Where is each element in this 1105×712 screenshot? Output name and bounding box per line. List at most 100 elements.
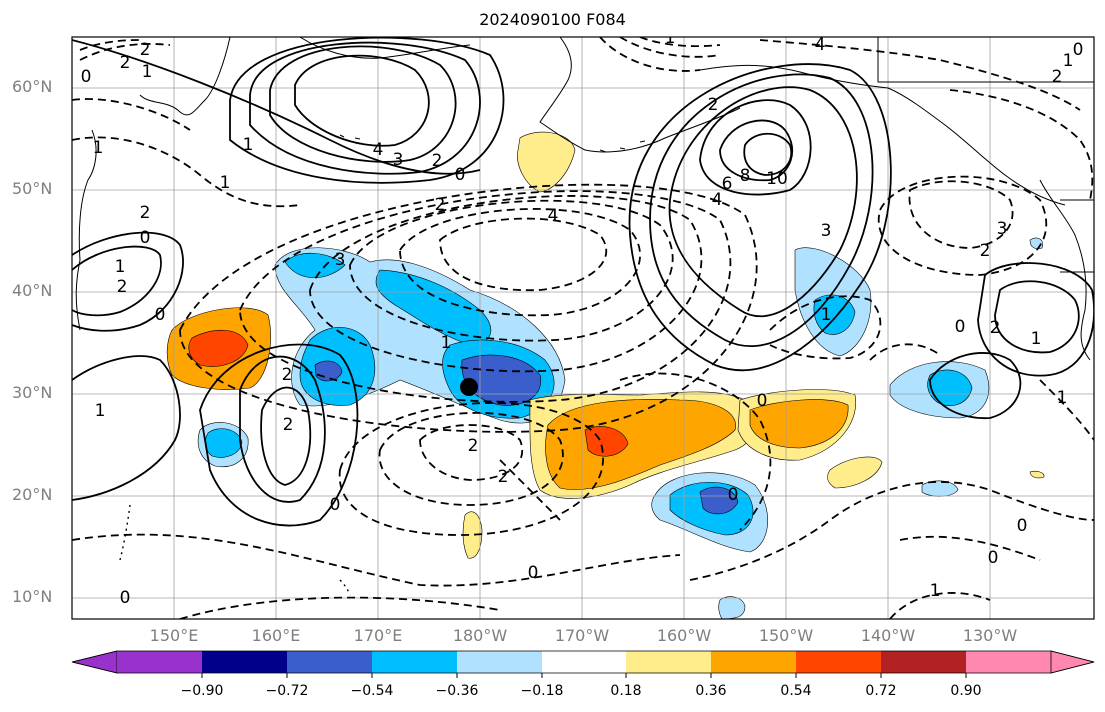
contour-label: 3 (821, 221, 832, 241)
lat-label: 20°N (12, 485, 53, 504)
colorbar-segment (626, 651, 711, 673)
positive-anomaly-region (1029, 470, 1045, 479)
contour-label: 2 (1052, 67, 1063, 87)
colorbar-tick-label: 0.72 (865, 683, 897, 699)
lon-label: 160°E (251, 626, 301, 645)
colorbar-segment (287, 651, 372, 673)
colorbar-segment (202, 651, 287, 673)
coast-east-box (1060, 199, 1094, 273)
positive-anomaly-region (462, 511, 483, 559)
colorbar-segment (966, 651, 1051, 673)
lon-label: 150°E (149, 626, 199, 645)
dotted-contours (119, 504, 351, 596)
negative-anomaly-region (921, 480, 959, 497)
negative-anomaly-region (927, 369, 973, 406)
contour-label: 2 (435, 195, 446, 215)
contour-label: 3 (393, 150, 404, 170)
contour-label: 0 (155, 305, 166, 325)
lat-label: 50°N (12, 179, 53, 198)
colorbar-tick-label: −0.18 (520, 683, 564, 699)
lat-label: 60°N (12, 77, 53, 96)
colorbar-tick-label: 0.90 (950, 683, 982, 699)
contour-label: 2 (468, 436, 479, 456)
contour-label: 4 (548, 206, 559, 226)
contour-label: 1 (821, 305, 832, 325)
kuril-coast (75, 129, 97, 331)
contour-label: 2 (432, 151, 443, 171)
contour-label: 2 (990, 318, 1001, 338)
colorbar-segment (711, 651, 796, 673)
contour-label: 1 (1063, 51, 1074, 71)
contour-label: 8 (740, 166, 751, 186)
colorbar-segment (372, 651, 457, 673)
contour-label: 0 (757, 391, 768, 411)
lon-label: 170°E (353, 626, 403, 645)
lon-label: 150°W (758, 626, 814, 645)
contour-label: 1 (1057, 388, 1068, 408)
contour-label: 0 (1017, 516, 1028, 536)
negative-anomaly-region (1029, 237, 1043, 250)
contour-label: 2 (980, 241, 991, 261)
contour-label: 0 (988, 548, 999, 568)
colorbar-segment (881, 651, 966, 673)
contour-label: 4 (815, 35, 826, 55)
contour-label: 2 (117, 277, 128, 297)
solid-contours (72, 37, 1094, 527)
contour-label: 1 (93, 138, 104, 158)
colorbar-tick-label: −0.54 (350, 683, 394, 699)
contour-label: 0 (330, 495, 341, 515)
colorbar-extend-min (71, 650, 118, 674)
contour-label: 2 (498, 467, 509, 487)
contour-label: 0 (455, 165, 466, 185)
lat-label: 10°N (12, 587, 53, 606)
colorbar-extend-max (1050, 650, 1095, 674)
contour-label: 0 (81, 67, 92, 87)
contour-label: 0 (1073, 40, 1084, 60)
contour-label: 2 (140, 40, 151, 60)
dashed-contours (72, 37, 1094, 619)
contour-label: 3 (997, 219, 1008, 239)
colorbar (71, 650, 1095, 678)
contour-label: 2 (140, 203, 151, 223)
contour-label: 1 (220, 173, 231, 193)
contour-label: 4 (712, 190, 723, 210)
contour-label: 0 (528, 563, 539, 583)
colorbar-segment (796, 651, 881, 673)
contour-label: 0 (955, 317, 966, 337)
map-title: 2024090100 F084 (479, 10, 626, 29)
contour-label: 6 (722, 174, 733, 194)
contour-label: 1 (441, 333, 452, 353)
canada-coast (1039, 179, 1091, 361)
contour-label: 1 (665, 28, 676, 48)
storm-center-marker (460, 378, 478, 396)
contour-label: 2 (283, 415, 294, 435)
negative-anomaly-region (718, 596, 746, 619)
negative-anomaly-region (699, 486, 739, 515)
lat-label: 30°N (12, 383, 53, 402)
colorbar-segment (117, 651, 202, 673)
negative-anomaly-region (284, 252, 346, 278)
contour-label: 2 (708, 95, 719, 115)
lat-label: 40°N (12, 281, 53, 300)
contour-label: 1 (115, 257, 126, 277)
colorbar-tick-label: −0.36 (435, 683, 479, 699)
contour-label: 0 (728, 485, 739, 505)
contour-label: 1 (243, 135, 254, 155)
colorbar-outline (71, 650, 1095, 674)
contour-label: 2 (120, 53, 131, 73)
positive-anomaly-region (188, 329, 249, 367)
positive-anomaly-region (545, 399, 736, 490)
contour-label: 1 (95, 401, 106, 421)
lon-label: 170°W (554, 626, 610, 645)
positive-anomaly-region (517, 131, 576, 193)
colorbar-tick-label: 0.36 (695, 683, 727, 699)
aleutian-islands (339, 134, 646, 153)
lon-label: 130°W (962, 626, 1018, 645)
contour-label: 1 (1031, 329, 1042, 349)
colorbar-segment (542, 651, 626, 673)
contour-label: 10 (766, 169, 788, 189)
contour-label: 4 (373, 140, 384, 160)
lon-label: 180°W (452, 626, 508, 645)
colorbar-segment (457, 651, 542, 673)
